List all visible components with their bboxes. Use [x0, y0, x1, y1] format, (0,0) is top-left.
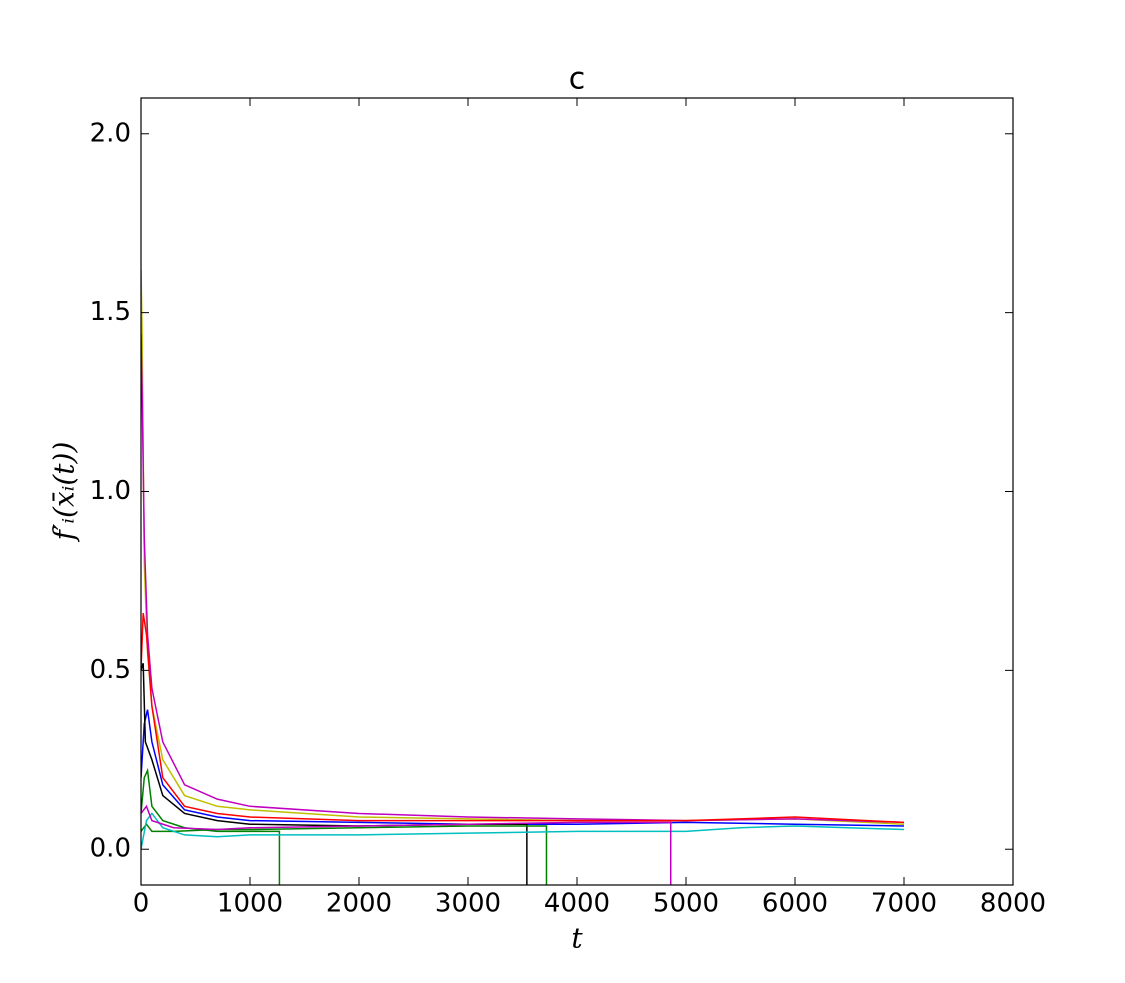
- x-tick-label: 5000: [653, 889, 719, 919]
- x-tick-label: 2000: [326, 889, 392, 919]
- chart-title: c: [569, 62, 586, 97]
- series-line: [141, 812, 905, 850]
- x-tick-label: 7000: [871, 889, 937, 919]
- x-tick-label: 0: [133, 889, 150, 919]
- series-line: [141, 613, 905, 824]
- y-tick-label: 0.0: [90, 834, 131, 864]
- series-line: [141, 822, 548, 885]
- y-tick-label: 1.0: [90, 476, 131, 506]
- series-line: [141, 767, 281, 885]
- plot-lines: [141, 269, 905, 885]
- x-tick-label: 8000: [980, 889, 1046, 919]
- x-tick-label: 3000: [435, 889, 501, 919]
- y-tick-label: 0.5: [90, 655, 131, 685]
- x-tick-label: 1000: [217, 889, 283, 919]
- y-tick-label: 2.0: [90, 118, 131, 148]
- x-tick-label: 6000: [762, 889, 828, 919]
- y-tick-label: 1.5: [90, 297, 131, 327]
- x-tick-label: 4000: [544, 889, 610, 919]
- y-axis-label: f′ᵢ(x̄ᵢ(t)): [48, 442, 81, 543]
- series-line: [141, 804, 672, 885]
- x-axis-label: t: [571, 922, 583, 955]
